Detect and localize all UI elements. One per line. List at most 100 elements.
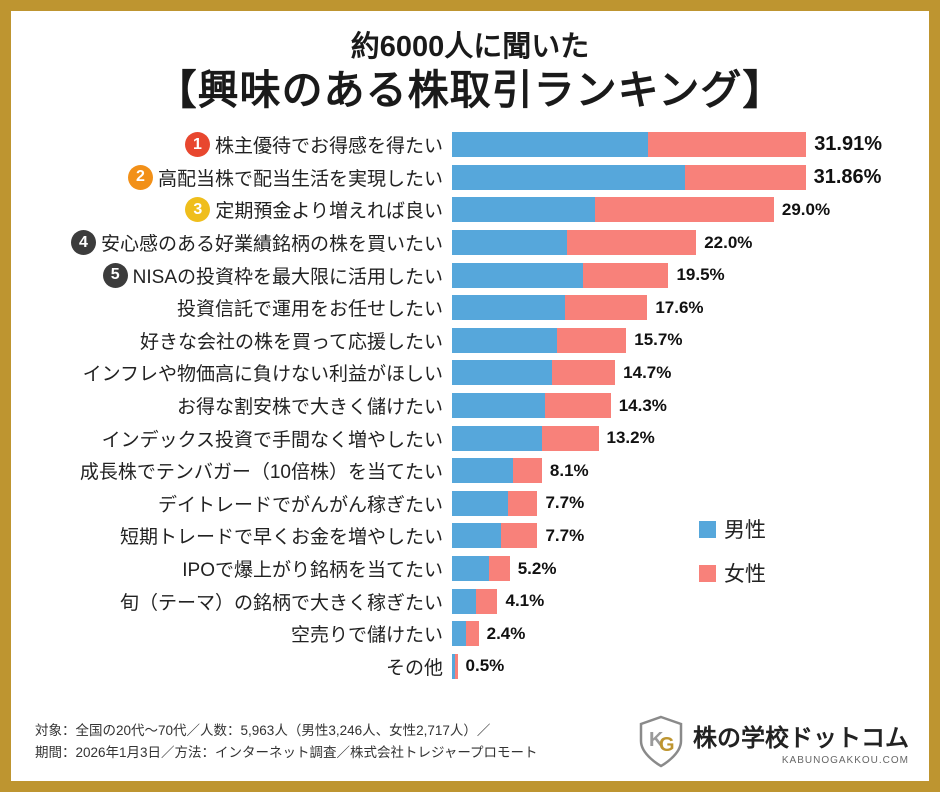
logo-texts: 株の学校ドットコム KABUNOGAKKOU.COM (693, 718, 909, 766)
male-bar-segment (452, 588, 477, 614)
category-label: 株主優待でお得感を得たい (214, 136, 443, 158)
category-label: 好きな会社の株を買って応援したい (139, 331, 443, 353)
female-bar-segment (595, 197, 774, 223)
category-label: 投資信託で運用をお任せしたい (176, 299, 443, 321)
stacked-bar: 22.0% (452, 230, 753, 256)
male-bar-segment (452, 197, 596, 223)
category-label: インデックス投資で手間なく増やしたい (101, 429, 443, 451)
male-bar-segment (452, 230, 568, 256)
female-bar-segment (513, 458, 542, 484)
category-label-cell: 1 株主優待でお得感を得たい (11, 131, 443, 158)
chart-row: 好きな会社の株を買って応援したい 15.7% (11, 324, 929, 357)
male-bar-segment (452, 262, 583, 288)
survey-note-line1: 対象：全国の20代〜70代／人数：5,963人（男性3,246人、女性2,717… (35, 723, 491, 739)
chart-row: 2 高配当株で配当生活を実現したい 31.86% (11, 161, 929, 194)
chart-row: 1 株主優待でお得感を得たい 31.91% (11, 128, 929, 161)
bar-value-label: 22.0% (704, 232, 753, 252)
chart-row: デイトレードでがんがん稼ぎたい 7.7% (11, 487, 929, 520)
chart-row: IPOで爆上がり銘柄を当てたい 5.2% (11, 552, 929, 585)
category-label-cell: 2 高配当株で配当生活を実現したい (11, 164, 443, 191)
category-label-cell: その他 (11, 653, 443, 680)
female-bar-segment (541, 425, 599, 451)
logo-name: 株の学校ドットコム (693, 725, 909, 752)
category-label: その他 (385, 657, 443, 679)
bar-value-label: 31.91% (814, 133, 883, 156)
male-bar-segment (452, 556, 489, 581)
legend-item-female: 女性 (699, 558, 766, 588)
brand-logo: K G 株の学校ドットコム KABUNOGAKKOU.COM (638, 715, 909, 769)
category-label: お得な割安株で大きく儲けたい (176, 397, 443, 419)
category-label: インフレや物価高に負けない利益がほしい (82, 364, 443, 386)
chart-row: 空売りで儲けたい 2.4% (11, 617, 929, 650)
legend-male-label: 男性 (724, 519, 766, 543)
category-label: 安心感のある好業績銘柄の株を買いたい (100, 234, 443, 256)
category-label-cell: お得な割安株で大きく儲けたい (11, 392, 443, 419)
category-label-cell: 4 安心感のある好業績銘柄の株を買いたい (11, 229, 443, 256)
chart-row: 3 定期預金より増えれば良い 29.0% (11, 194, 929, 227)
female-bar-segment (565, 295, 648, 321)
bar-value-label: 7.7% (545, 493, 585, 513)
rank-badge: 3 (185, 197, 211, 223)
female-bar-segment (476, 588, 498, 614)
category-label-cell: 5 NISAの投資枠を最大限に活用したい (11, 262, 443, 289)
chart-row: インデックス投資で手間なく増やしたい 13.2% (11, 422, 929, 455)
category-label-cell: デイトレードでがんがん稼ぎたい (11, 490, 443, 517)
stacked-bar: 13.2% (452, 425, 655, 451)
bar-value-label: 19.5% (676, 265, 725, 285)
male-bar-segment (452, 458, 514, 484)
chart-legend: 男性 女性 (699, 514, 766, 588)
category-label: IPOで爆上がり銘柄を当てたい (182, 560, 443, 581)
stacked-bar: 2.4% (452, 621, 525, 647)
page-title: 【興味のある株取引ランキング】 (155, 67, 785, 114)
category-label-cell: 好きな会社の株を買って応援したい (11, 327, 443, 354)
male-swatch-icon (699, 520, 716, 538)
category-label: 定期預金より増えれば良い (215, 201, 443, 223)
male-bar-segment (452, 132, 649, 158)
logo-domain: KABUNOGAKKOU.COM (781, 755, 909, 766)
female-bar-segment (500, 523, 538, 549)
chart-rows: 1 株主優待でお得感を得たい 31.91% 2 高配当株で配当生活を実現したい 31.86… (11, 128, 929, 682)
chart-row: インフレや物価高に負けない利益がほしい 14.7% (11, 357, 929, 390)
category-label-cell: 投資信託で運用をお任せしたい (11, 294, 443, 321)
rank-badge: 2 (127, 164, 153, 190)
category-label-cell: 短期トレードで早くお金を増やしたい (11, 522, 443, 549)
male-bar-segment (452, 164, 686, 190)
chart-row: 短期トレードで早くお金を増やしたい 7.7% (11, 520, 929, 553)
rank-badge: 1 (184, 132, 210, 158)
male-bar-segment (452, 393, 546, 419)
stacked-bar: 15.7% (452, 327, 682, 353)
stacked-bar: 0.5% (452, 653, 504, 679)
stacked-bar: 4.1% (452, 588, 545, 614)
female-bar-segment (567, 230, 697, 256)
category-label: デイトレードでがんがん稼ぎたい (157, 494, 443, 516)
chart-row: 投資信託で運用をお任せしたい 17.6% (11, 291, 929, 324)
category-label: 短期トレードで早くお金を増やしたい (119, 527, 443, 549)
bar-value-label: 14.3% (618, 395, 667, 415)
svg-text:K: K (649, 729, 664, 751)
bar-value-label: 14.7% (623, 362, 672, 382)
female-bar-segment (455, 653, 458, 679)
chart-row: 4 安心感のある好業績銘柄の株を買いたい 22.0% (11, 226, 929, 259)
chart-row: 成長株でテンバガー（10倍株）を当てたい 8.1% (11, 454, 929, 487)
chart-row: 5 NISAの投資枠を最大限に活用したい 19.5% (11, 259, 929, 292)
category-label-cell: インデックス投資で手間なく増やしたい (11, 425, 443, 452)
male-bar-segment (452, 327, 558, 353)
chart-row: その他 0.5% (11, 650, 929, 683)
category-label: 空売りで儲けたい (290, 625, 443, 647)
bar-value-label: 5.2% (517, 558, 557, 578)
male-bar-segment (452, 490, 508, 516)
svg-text:G: G (659, 734, 675, 756)
bar-value-label: 4.1% (505, 591, 545, 611)
stacked-bar: 14.7% (452, 360, 672, 386)
category-label-cell: インフレや物価高に負けない利益がほしい (11, 359, 443, 386)
bar-value-label: 8.1% (549, 460, 589, 480)
legend-female-label: 女性 (724, 563, 766, 587)
stacked-bar: 8.1% (452, 458, 589, 484)
female-bar-segment (648, 132, 807, 158)
legend-item-male: 男性 (699, 514, 766, 544)
male-bar-segment (452, 653, 456, 679)
female-bar-segment (685, 164, 806, 190)
ranking-bar-chart: 1 株主優待でお得感を得たい 31.91% 2 高配当株で配当生活を実現したい 31.86… (11, 128, 929, 684)
bar-value-label: 7.7% (545, 525, 585, 545)
